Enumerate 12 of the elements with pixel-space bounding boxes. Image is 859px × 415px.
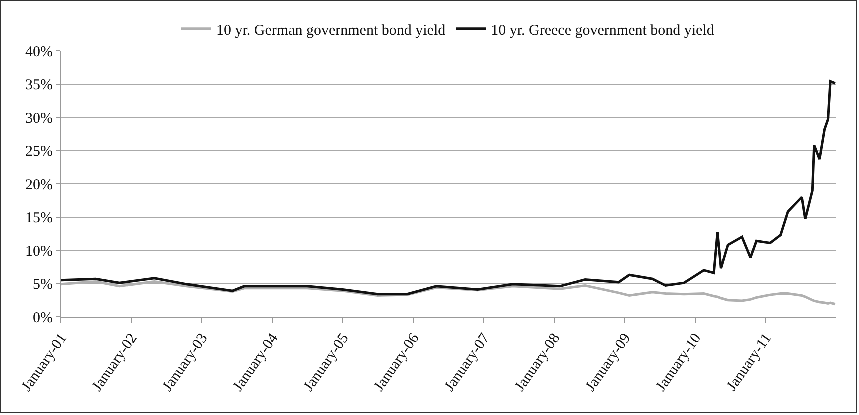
y-tick-label: 25% — [26, 144, 53, 160]
line-series — [61, 80, 836, 296]
y-tick-label: 40% — [26, 44, 53, 60]
y-tick-label: 30% — [26, 110, 53, 127]
legend-label: 10 yr. Greece government bond yield — [491, 22, 715, 39]
y-tick-label: 0% — [33, 310, 53, 326]
y-tick-label: 15% — [26, 210, 53, 226]
y-tick-label: 20% — [26, 177, 53, 194]
y-tick-label: 5% — [33, 277, 53, 293]
y-tick-label: 35% — [26, 78, 53, 94]
y-tick-label: 10% — [26, 244, 53, 260]
legend-label: 10 yr. German government bond yield — [216, 22, 446, 39]
